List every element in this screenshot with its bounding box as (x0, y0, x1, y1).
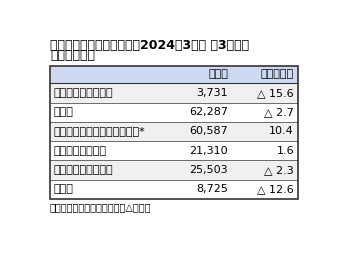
Text: 10.4: 10.4 (270, 127, 294, 137)
Text: 60,587: 60,587 (189, 127, 228, 137)
Text: 部門別売上高: 部門別売上高 (50, 49, 95, 62)
Bar (50, 66, 298, 199)
Text: 1.6: 1.6 (276, 146, 294, 156)
Text: （増減率）: （増減率） (261, 69, 294, 79)
Text: 一般競技スポーツ・シューズ*: 一般競技スポーツ・シューズ* (54, 127, 146, 137)
Text: 62,287: 62,287 (189, 107, 228, 117)
Text: ゴルフ: ゴルフ (54, 107, 74, 117)
Text: スポーツアパレル: スポーツアパレル (54, 146, 107, 156)
Text: △ 2.7: △ 2.7 (264, 107, 294, 117)
Text: ウィンタースポーツ: ウィンタースポーツ (54, 88, 113, 98)
Bar (50, 66, 298, 83)
Text: アウトドア・その他: アウトドア・その他 (54, 165, 113, 175)
Text: △ 12.6: △ 12.6 (257, 184, 294, 194)
Bar (50, 122, 298, 141)
Text: 単位は百万円。増減率は％。△は減。: 単位は百万円。増減率は％。△は減。 (50, 202, 152, 212)
Text: △ 15.6: △ 15.6 (258, 88, 294, 98)
Text: 3,731: 3,731 (197, 88, 228, 98)
Text: 21,310: 21,310 (190, 146, 228, 156)
Bar (50, 141, 298, 160)
Text: △ 2.3: △ 2.3 (264, 165, 294, 175)
Bar (50, 83, 298, 103)
Text: その他: その他 (54, 184, 74, 194)
Text: ゼビオホールディングス、2024年3月期 第3四半期: ゼビオホールディングス、2024年3月期 第3四半期 (50, 39, 249, 52)
Text: 売上高: 売上高 (208, 69, 228, 79)
Bar (50, 103, 298, 122)
Bar (50, 160, 298, 180)
Text: 8,725: 8,725 (196, 184, 228, 194)
Text: 25,503: 25,503 (190, 165, 228, 175)
Bar (50, 180, 298, 199)
